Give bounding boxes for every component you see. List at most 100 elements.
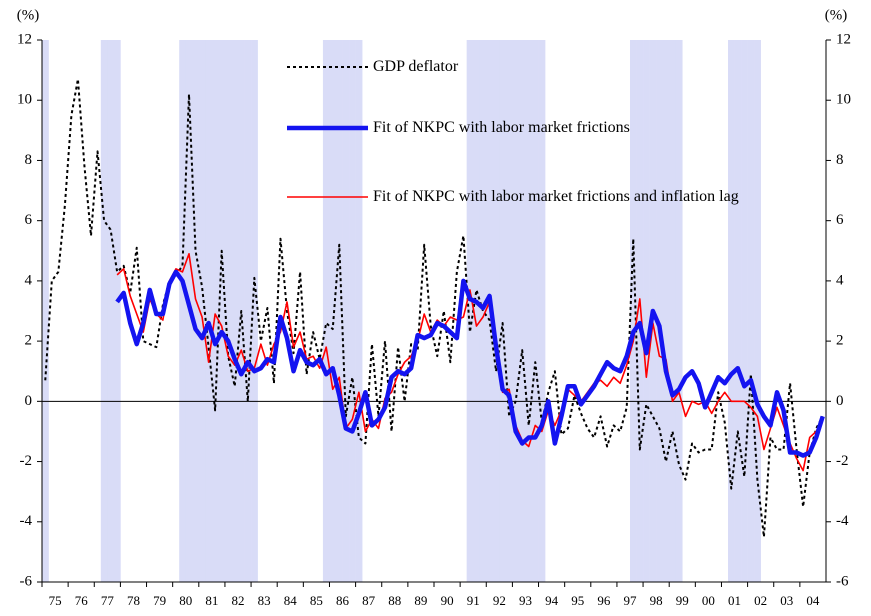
shaded-period (329, 40, 337, 582)
shaded-period (342, 40, 350, 582)
y-tick-label: 10 (17, 92, 32, 108)
shaded-period (538, 40, 546, 582)
x-tick-label: 87 (362, 593, 376, 608)
legend-label: Fit of NKPC with labor market frictions … (373, 188, 739, 205)
shaded-period (754, 40, 761, 582)
y2-tick-label: 12 (836, 31, 851, 47)
y2-tick-label: 4 (836, 272, 844, 288)
shaded-period (512, 40, 520, 582)
y-axis-unit: (%) (17, 7, 40, 23)
x-tick-label: 00 (702, 593, 715, 608)
shaded-period (107, 40, 115, 582)
shaded-period (224, 40, 232, 582)
y-tick-label: 12 (17, 31, 32, 47)
x-tick-label: 94 (545, 593, 559, 608)
legend-label: GDP deflator (373, 58, 459, 75)
shaded-period (525, 40, 533, 582)
y-tick-label: -2 (20, 453, 33, 469)
x-tick-label: 01 (728, 593, 741, 608)
shaded-period (349, 40, 356, 582)
shaded-period (205, 40, 213, 582)
x-tick-label: 84 (284, 593, 298, 608)
shaded-period (244, 40, 252, 582)
y2-tick-label: 0 (836, 393, 844, 409)
shaded-period (466, 40, 474, 582)
x-tick-label: 93 (519, 593, 532, 608)
y2-tick-label: -2 (836, 453, 849, 469)
shaded-period (322, 40, 330, 582)
shaded-period (231, 40, 239, 582)
x-tick-label: 90 (441, 593, 454, 608)
x-tick-label: 77 (101, 593, 115, 608)
shaded-period (734, 40, 742, 582)
x-tick-label: 97 (624, 593, 638, 608)
shaded-period (100, 40, 108, 582)
x-tick-label: 92 (493, 593, 506, 608)
y2-tick-label: 10 (836, 92, 851, 108)
y2-tick-label: 8 (836, 152, 844, 168)
shaded-period (355, 40, 363, 582)
shaded-period (492, 40, 500, 582)
x-tick-label: 83 (258, 593, 271, 608)
shaded-period (218, 40, 226, 582)
y2-tick-label: -4 (836, 513, 849, 529)
x-tick-label: 79 (153, 593, 166, 608)
shaded-period (532, 40, 539, 582)
shaded-period (518, 40, 526, 582)
shaded-period (747, 40, 755, 582)
y-tick-label: -6 (20, 573, 33, 589)
y-tick-label: 0 (25, 393, 33, 409)
shaded-period (630, 40, 637, 582)
y2-tick-label: -6 (836, 573, 849, 589)
x-tick-label: 75 (49, 593, 62, 608)
series-line (115, 269, 825, 458)
shaded-period (728, 40, 735, 582)
shaded-period (211, 40, 219, 582)
x-tick-label: 96 (597, 593, 611, 608)
y2-tick-label: 6 (836, 212, 844, 228)
shaded-period (643, 40, 650, 582)
shaded-period (192, 40, 200, 582)
x-tick-label: 02 (754, 593, 767, 608)
x-tick-label: 80 (179, 593, 192, 608)
shaded-period (675, 40, 683, 582)
y-tick-label: 8 (25, 152, 33, 168)
x-tick-label: 76 (75, 593, 89, 608)
x-tick-label: 89 (414, 593, 427, 608)
shaded-period (656, 40, 663, 582)
x-tick-label: 85 (310, 593, 323, 608)
x-tick-label: 78 (127, 593, 140, 608)
shaded-period (479, 40, 487, 582)
y-tick-label: 2 (25, 333, 33, 349)
y-tick-label: 6 (25, 212, 33, 228)
x-tick-label: 81 (205, 593, 218, 608)
shaded-period (636, 40, 644, 582)
x-tick-label: 95 (571, 593, 584, 608)
shaded-period (499, 40, 507, 582)
shaded-period (505, 40, 513, 582)
shaded-period (113, 40, 121, 582)
x-tick-label: 98 (650, 593, 663, 608)
shaded-period (336, 40, 343, 582)
y-tick-label: 4 (25, 272, 33, 288)
x-tick-label: 86 (336, 593, 350, 608)
shaded-period (669, 40, 677, 582)
x-tick-label: 04 (806, 593, 820, 608)
shaded-period (42, 40, 49, 582)
y2-axis-unit: (%) (825, 7, 848, 23)
shaded-period (179, 40, 187, 582)
y2-tick-label: 2 (836, 333, 844, 349)
x-tick-label: 03 (780, 593, 793, 608)
shaded-period (662, 40, 670, 582)
shaded-period (251, 40, 258, 582)
shaded-period (198, 40, 206, 582)
x-tick-label: 82 (232, 593, 245, 608)
x-tick-label: 99 (676, 593, 689, 608)
shaded-period (741, 40, 748, 582)
legend-label: Fit of NKPC with labor market frictions (373, 119, 630, 136)
x-tick-label: 91 (467, 593, 480, 608)
shaded-period (473, 40, 481, 582)
y-tick-label: -4 (20, 513, 33, 529)
